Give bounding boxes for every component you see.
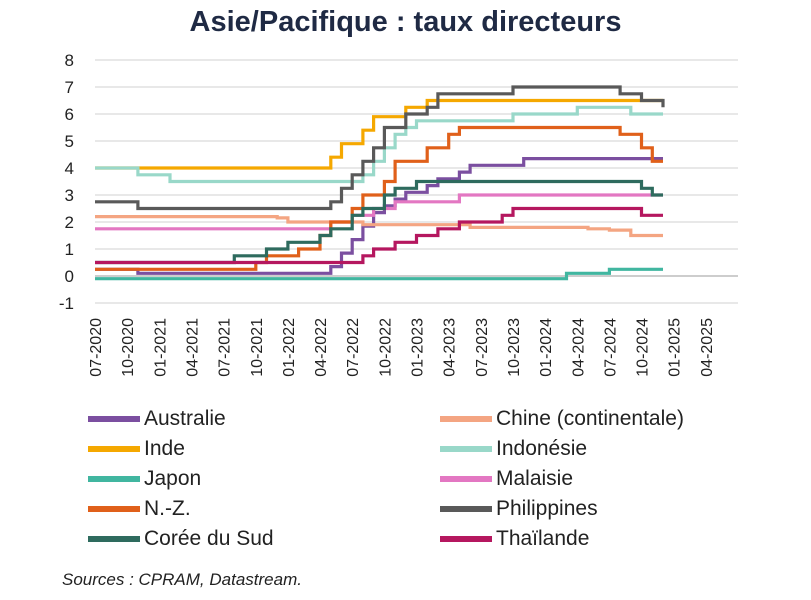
legend-label: Corée du Sud (144, 527, 274, 550)
legend-swatch (88, 476, 140, 482)
legend-label: Thaïlande (496, 527, 590, 550)
x-tick-label: 10-2021 (249, 318, 266, 377)
legend-swatch (88, 416, 140, 422)
y-tick-label: 2 (65, 213, 74, 232)
legend-swatch (440, 536, 492, 542)
y-tick-label: 0 (65, 267, 74, 286)
x-tick-label: 04-2022 (313, 318, 330, 377)
legend-item: N.-Z. (88, 494, 191, 524)
x-tick-label: 04-2023 (442, 318, 459, 377)
x-tick-label: 07-2024 (602, 318, 619, 377)
x-tick-label: 01-2025 (667, 318, 684, 377)
legend-label: Chine (continentale) (496, 407, 684, 430)
x-tick-label: 07-2023 (474, 318, 491, 377)
legend-swatch (440, 446, 492, 452)
series-line-australie (95, 157, 663, 275)
series-line-thailande (95, 206, 663, 265)
chart-title: Asie/Pacifique : taux directeurs (189, 6, 622, 38)
x-tick-label: 04-2025 (699, 318, 716, 377)
x-tick-label: 01-2021 (152, 318, 169, 377)
x-tick-label: 10-2020 (120, 318, 137, 377)
x-tick-label: 01-2024 (538, 318, 555, 377)
y-tick-label: 8 (65, 51, 74, 70)
x-tick-label: 04-2021 (184, 318, 201, 377)
x-tick-label: 10-2023 (506, 318, 523, 377)
x-tick-label: 01-2023 (410, 318, 427, 377)
x-tick-label: 07-2022 (345, 318, 362, 377)
series-line-inde (95, 98, 663, 170)
legend-swatch (88, 506, 140, 512)
legend-item: Corée du Sud (88, 524, 274, 554)
legend-label: Philippines (496, 497, 598, 520)
x-tick-label: 07-2021 (217, 318, 234, 377)
legend-swatch (88, 446, 140, 452)
series-line-japon (95, 267, 663, 281)
x-tick-label: 04-2024 (570, 318, 587, 377)
legend-item: Indonésie (440, 434, 587, 464)
x-tick-label: 07-2020 (88, 318, 105, 377)
legend-item: Chine (continentale) (440, 404, 684, 434)
series-line-philippines (95, 85, 665, 211)
legend-swatch (440, 416, 492, 422)
y-tick-label: 5 (65, 132, 74, 151)
legend-label: Japon (144, 467, 202, 490)
y-tick-label: 7 (65, 78, 74, 97)
legend-item: Malaisie (440, 464, 573, 494)
series-line-n-z (95, 125, 663, 271)
series-line-coree-du-sud (95, 179, 663, 265)
source-note: Sources : CPRAM, Datastream. (62, 570, 302, 589)
x-tick-label: 01-2022 (281, 318, 298, 377)
series-line-chine-continentale (95, 215, 663, 238)
legend-label: Inde (144, 437, 185, 460)
legend-swatch (440, 506, 492, 512)
legend-item: Inde (88, 434, 185, 464)
y-tick-label: 1 (65, 240, 74, 259)
y-tick-label: 6 (65, 105, 74, 124)
legend-item: Thaïlande (440, 524, 589, 554)
y-tick-label: 4 (65, 159, 74, 178)
y-tick-label: -1 (59, 294, 74, 313)
legend-swatch (440, 476, 492, 482)
legend-label: N.-Z. (144, 497, 191, 520)
legend-swatch (88, 536, 140, 542)
legend-label: Australie (144, 407, 226, 430)
x-tick-label: 10-2022 (377, 318, 394, 377)
legend-item: Philippines (440, 494, 598, 524)
legend-item: Australie (88, 404, 226, 434)
x-tick-label: 10-2024 (635, 318, 652, 377)
series-line-indonesie (95, 105, 663, 184)
legend-label: Malaisie (496, 467, 574, 490)
legend-item: Japon (88, 464, 201, 494)
y-tick-label: 3 (65, 186, 74, 205)
legend-label: Indonésie (496, 437, 588, 460)
